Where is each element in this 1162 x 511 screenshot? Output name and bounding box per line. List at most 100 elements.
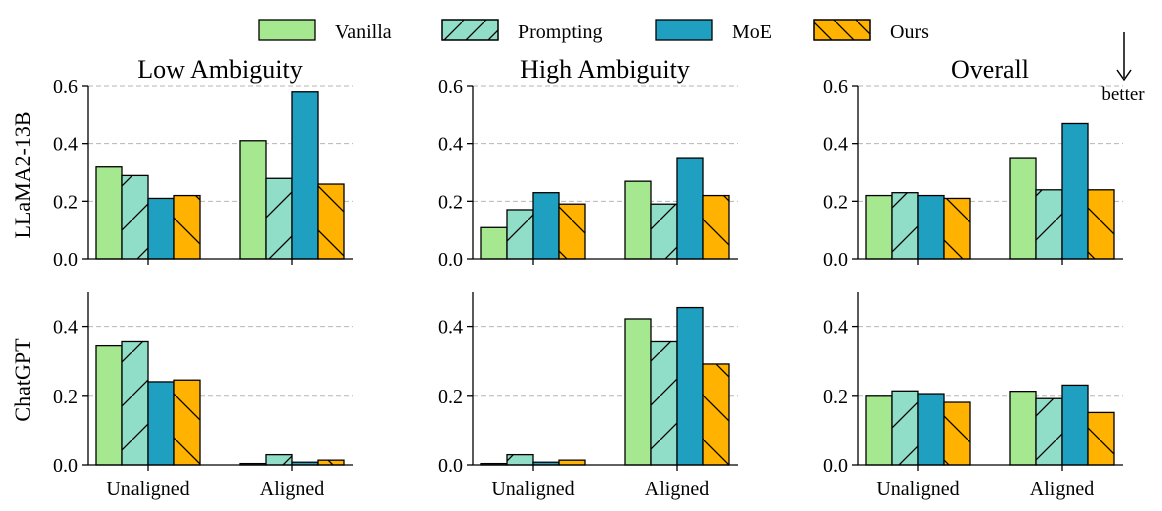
x-tick-label-aligned: Aligned [260,478,324,500]
title-low-ambiguity: Low Ambiguity [137,55,302,84]
bar-hatch-prompting-aligned [651,204,677,259]
bar-vanilla-aligned [239,140,267,260]
x-tick-label-aligned: Aligned [1030,478,1094,500]
bar-moe-aligned [676,306,704,466]
bar-moe-unaligned [917,393,945,466]
y-tick-label: 0.2 [53,386,78,408]
panel-chatgpt-high-ambiguity: 0.0 0.2 0.4 Unaligned Aligned [438,292,738,500]
bar-hatch-prompting-unaligned [507,209,533,259]
legend-swatch-vanilla [258,19,316,41]
bar-hatch-prompting-aligned [266,178,292,259]
legend-label-ours: Ours [890,21,929,43]
bar-hatch-ours-aligned [1088,189,1114,259]
y-tick-label: 0.2 [438,191,463,213]
legend-label-prompting: Prompting [518,21,602,43]
legend-item-vanilla: Vanilla [258,19,392,43]
bar-hatch-prompting-unaligned [892,391,918,465]
y-tick-label: 0.4 [438,134,463,156]
bar-hatch-ours-unaligned [944,198,970,259]
legend-label-moe: MoE [732,21,772,43]
row-label-chatgpt: ChatGPT [10,338,35,422]
y-tick-label: 0.2 [823,386,848,408]
row-label-llama2-13b: LLaMA2-13B [10,111,35,238]
bar-moe-unaligned [917,194,945,260]
bar-hatch-ours-unaligned [944,402,970,465]
bar-hatch-prompting-aligned [1036,189,1062,259]
bar-hatch-ours-unaligned [174,380,200,465]
bar-moe-aligned [291,91,319,260]
better-label: better [1101,84,1145,105]
bar-vanilla-aligned [1009,390,1037,466]
bar-moe-aligned [1061,122,1089,260]
panel-chatgpt-low-ambiguity: 0.0 0.2 0.4 Unaligned Aligned [53,292,353,500]
x-tick-label-unaligned: Unaligned [876,478,959,500]
bar-hatch-prompting-unaligned [507,454,533,465]
y-tick-label: 0.6 [53,76,78,98]
y-tick-label: 0.4 [53,134,78,156]
bar-hatch-ours-aligned [1088,412,1114,465]
bar-moe-aligned [1061,384,1089,466]
y-tick-label: 0.0 [823,455,848,477]
legend: Vanilla Prompting MoE Ours [258,19,929,43]
y-tick-label: 0.0 [53,249,78,271]
bar-hatch-prompting-aligned [1036,398,1062,465]
panel-llama-high-ambiguity: 0.0 0.2 0.4 0.6 [438,76,738,271]
y-tick-label: 0.0 [823,249,848,271]
y-tick-label: 0.4 [53,317,78,339]
bar-hatch-ours-unaligned [559,460,585,465]
y-tick-label: 0.2 [53,191,78,213]
bar-vanilla-unaligned [865,395,893,466]
y-tick-label: 0.2 [438,386,463,408]
arrow-head-icon [1116,69,1132,82]
x-tick-label-unaligned: Unaligned [491,478,574,500]
bar-vanilla-unaligned [95,344,123,466]
bar-vanilla-aligned [624,318,652,466]
y-tick-label: 0.4 [438,317,463,339]
bar-hatch-prompting-unaligned [122,341,148,465]
bar-hatch-ours-aligned [318,460,344,465]
panel-llama-low-ambiguity: 0.0 0.2 0.4 0.6 [53,76,353,271]
bar-hatch-prompting-aligned [266,454,292,465]
y-tick-label: 0.6 [438,76,463,98]
legend-item-ours: Ours [813,19,929,43]
bar-moe-unaligned [532,192,560,260]
panel-llama-overall: 0.0 0.2 0.4 0.6 [823,76,1123,271]
better-annotation: better [1101,32,1145,105]
bar-vanilla-aligned [1009,157,1037,260]
y-tick-label: 0.6 [823,76,848,98]
bar-hatch-ours-unaligned [559,204,585,259]
bar-hatch-ours-aligned [318,184,344,259]
y-tick-label: 0.4 [823,317,848,339]
legend-hatch-prompting [441,19,499,41]
bar-hatch-prompting-unaligned [892,192,918,259]
legend-item-prompting: Prompting [441,19,602,43]
bar-moe-aligned [676,157,704,260]
legend-hatch-ours [813,19,871,41]
x-tick-label-aligned: Aligned [645,478,709,500]
legend-item-moe: MoE [655,19,772,43]
title-high-ambiguity: High Ambiguity [520,55,690,84]
panel-chatgpt-overall: 0.0 0.2 0.4 Unaligned Aligned [823,292,1123,500]
y-tick-label: 0.2 [823,191,848,213]
bar-vanilla-unaligned [480,226,508,260]
legend-label-vanilla: Vanilla [335,21,392,43]
chart-panels: 0.00.20.40.60.00.20.40.60.00.20.40.60.00… [53,76,1123,500]
bar-vanilla-unaligned [865,194,893,260]
bar-hatch-ours-aligned [703,363,729,465]
bar-moe-unaligned [147,197,175,260]
bar-moe-unaligned [147,381,175,466]
bar-hatch-prompting-aligned [651,341,677,465]
bar-hatch-ours-aligned [703,195,729,259]
title-overall: Overall [951,55,1029,84]
bar-vanilla-unaligned [95,166,123,260]
bar-vanilla-aligned [624,180,652,260]
y-tick-label: 0.0 [53,455,78,477]
bar-hatch-prompting-unaligned [122,175,148,259]
y-tick-label: 0.4 [823,134,848,156]
y-tick-label: 0.0 [438,249,463,271]
x-tick-label-unaligned: Unaligned [106,478,189,500]
legend-swatch-moe [655,19,713,41]
bar-hatch-ours-unaligned [174,195,200,259]
y-tick-label: 0.0 [438,455,463,477]
